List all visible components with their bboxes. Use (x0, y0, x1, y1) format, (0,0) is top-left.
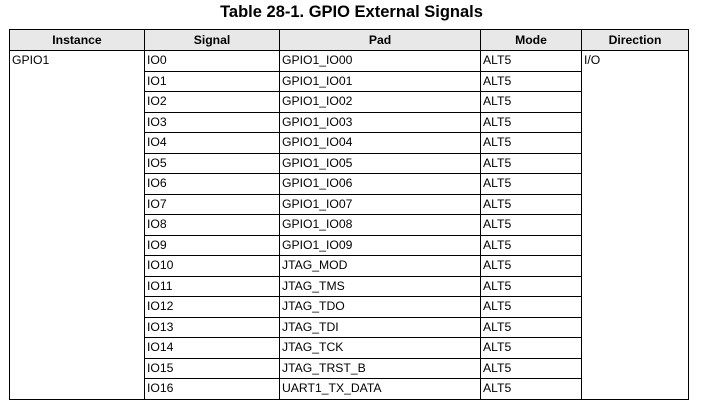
table-body: GPIO1 IO0 GPIO1_IO00 ALT5 I/O IO1 GPIO1_IO01 AL… (9, 50, 689, 400)
pad-cell: GPIO1_IO06 (279, 173, 481, 195)
signal-cell: IO1 (144, 70, 280, 92)
table-row: IO7 GPIO1_IO07 ALT5 (10, 193, 689, 215)
table-row: IO8 GPIO1_IO08 ALT5 (10, 214, 689, 236)
mode-cell: ALT5 (480, 337, 582, 359)
pad-cell: GPIO1_IO02 (279, 91, 481, 113)
mode-cell: ALT5 (480, 173, 582, 195)
signal-cell: IO0 (144, 50, 280, 72)
pad-cell: GPIO1_IO01 (279, 70, 481, 92)
pad-cell: UART1_TX_DATA (279, 378, 481, 400)
table-row: IO16 UART1_TX_DATA ALT5 (10, 378, 689, 400)
pad-cell: JTAG_MOD (279, 255, 481, 277)
pad-cell: JTAG_TDI (279, 316, 481, 338)
signal-cell: IO14 (144, 337, 280, 359)
signal-cell: IO4 (144, 132, 280, 154)
table-row: IO12 JTAG_TDO ALT5 (10, 296, 689, 318)
signal-cell: IO7 (144, 193, 280, 215)
table-row: IO6 GPIO1_IO06 ALT5 (10, 173, 689, 195)
table-row: IO2 GPIO1_IO02 ALT5 (10, 91, 689, 113)
gpio-signals-table: Instance Signal Pad Mode Direction GPIO1… (9, 29, 689, 400)
table-caption: Table 28-1. GPIO External Signals (220, 3, 483, 21)
pad-cell: GPIO1_IO05 (279, 152, 481, 174)
header-direction: Direction (581, 29, 689, 51)
signal-cell: IO11 (144, 275, 280, 297)
header-row: Instance Signal Pad Mode Direction (9, 29, 689, 51)
header-mode: Mode (480, 29, 582, 51)
mode-cell: ALT5 (480, 91, 582, 113)
mode-cell: ALT5 (480, 234, 582, 256)
pad-cell: GPIO1_IO08 (279, 214, 481, 236)
mode-cell: ALT5 (480, 296, 582, 318)
pad-cell: GPIO1_IO03 (279, 111, 481, 133)
mode-cell: ALT5 (480, 214, 582, 236)
mode-cell: ALT5 (480, 255, 582, 277)
pad-cell: GPIO1_IO00 (279, 50, 481, 72)
table-row: IO13 JTAG_TDI ALT5 (10, 316, 689, 338)
signal-cell: IO2 (144, 91, 280, 113)
direction-cell: I/O (581, 50, 689, 400)
signal-cell: IO13 (144, 316, 280, 338)
signal-cell: IO10 (144, 255, 280, 277)
table-row: IO4 GPIO1_IO04 ALT5 (10, 132, 689, 154)
mode-cell: ALT5 (480, 316, 582, 338)
signal-cell: IO12 (144, 296, 280, 318)
signal-cell: IO15 (144, 357, 280, 379)
pad-cell: GPIO1_IO04 (279, 132, 481, 154)
table-row: IO5 GPIO1_IO05 ALT5 (10, 152, 689, 174)
pad-cell: GPIO1_IO07 (279, 193, 481, 215)
table-row: IO9 GPIO1_IO09 ALT5 (10, 234, 689, 256)
table-row: IO15 JTAG_TRST_B ALT5 (10, 357, 689, 379)
signal-cell: IO6 (144, 173, 280, 195)
pad-cell: JTAG_TMS (279, 275, 481, 297)
mode-cell: ALT5 (480, 152, 582, 174)
mode-cell: ALT5 (480, 132, 582, 154)
mode-cell: ALT5 (480, 378, 582, 400)
signal-cell: IO5 (144, 152, 280, 174)
pad-cell: JTAG_TDO (279, 296, 481, 318)
signal-cell: IO9 (144, 234, 280, 256)
mode-cell: ALT5 (480, 70, 582, 92)
instance-cell: GPIO1 (9, 50, 145, 400)
table-row: GPIO1 IO0 GPIO1_IO00 ALT5 I/O (9, 50, 689, 400)
signal-cell: IO8 (144, 214, 280, 236)
mode-cell: ALT5 (480, 50, 582, 72)
header-instance: Instance (9, 29, 145, 51)
pad-cell: JTAG_TRST_B (279, 357, 481, 379)
header-signal: Signal (144, 29, 280, 51)
header-pad: Pad (279, 29, 481, 51)
pad-cell: GPIO1_IO09 (279, 234, 481, 256)
mode-cell: ALT5 (480, 193, 582, 215)
pad-cell: JTAG_TCK (279, 337, 481, 359)
mode-cell: ALT5 (480, 357, 582, 379)
signal-cell: IO16 (144, 378, 280, 400)
mode-cell: ALT5 (480, 275, 582, 297)
mode-cell: ALT5 (480, 111, 582, 133)
signal-cell: IO3 (144, 111, 280, 133)
